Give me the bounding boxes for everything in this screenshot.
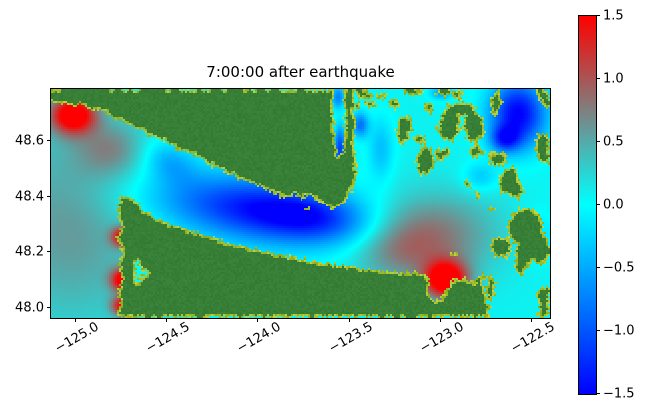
x-tick-label: −124.5 xyxy=(143,319,193,357)
colorbar-tick-mark xyxy=(596,267,600,268)
colorbar-tick-label: 1.0 xyxy=(603,71,624,87)
colorbar-tick-label: 0.0 xyxy=(603,197,624,213)
colorbar-tick-mark xyxy=(596,141,600,142)
colorbar-tick-label: −0.5 xyxy=(603,260,635,276)
y-tick-mark xyxy=(47,306,51,308)
colorbar-tick-mark xyxy=(596,15,600,16)
colorbar-tick-mark xyxy=(596,204,600,205)
x-tick-label: −125.0 xyxy=(52,319,102,357)
colorbar xyxy=(578,15,597,395)
x-tick-label: −124.0 xyxy=(234,319,285,357)
x-tick-label: −122.5 xyxy=(508,319,558,357)
y-tick-label: 48.0 xyxy=(15,300,44,316)
colorbar-tick-label: 1.5 xyxy=(603,8,624,24)
y-tick-mark xyxy=(47,251,51,253)
x-tick-label: −123.5 xyxy=(326,319,376,357)
y-tick-label: 48.6 xyxy=(15,133,44,149)
x-tick-mark xyxy=(166,318,168,322)
colorbar-tick-label: −1.0 xyxy=(603,323,635,339)
colorbar-tick-mark xyxy=(596,393,600,394)
colorbar-tick-label: −1.5 xyxy=(603,386,635,402)
plot-area xyxy=(50,88,551,319)
y-tick-mark xyxy=(47,139,51,141)
map-heatmap-canvas xyxy=(51,89,550,318)
colorbar-tick-mark xyxy=(596,330,600,331)
plot-title: 7:00:00 after earthquake xyxy=(206,63,395,81)
x-tick-mark xyxy=(257,318,259,322)
x-tick-mark xyxy=(439,318,441,322)
y-tick-label: 48.4 xyxy=(15,189,44,205)
x-tick-mark xyxy=(348,318,350,322)
y-tick-mark xyxy=(47,195,51,197)
x-tick-mark xyxy=(531,318,533,322)
x-tick-mark xyxy=(75,318,77,322)
y-tick-label: 48.2 xyxy=(15,244,44,260)
colorbar-tick-label: 0.5 xyxy=(603,134,624,150)
x-tick-label: −123.0 xyxy=(417,319,467,357)
colorbar-tick-mark xyxy=(596,78,600,79)
